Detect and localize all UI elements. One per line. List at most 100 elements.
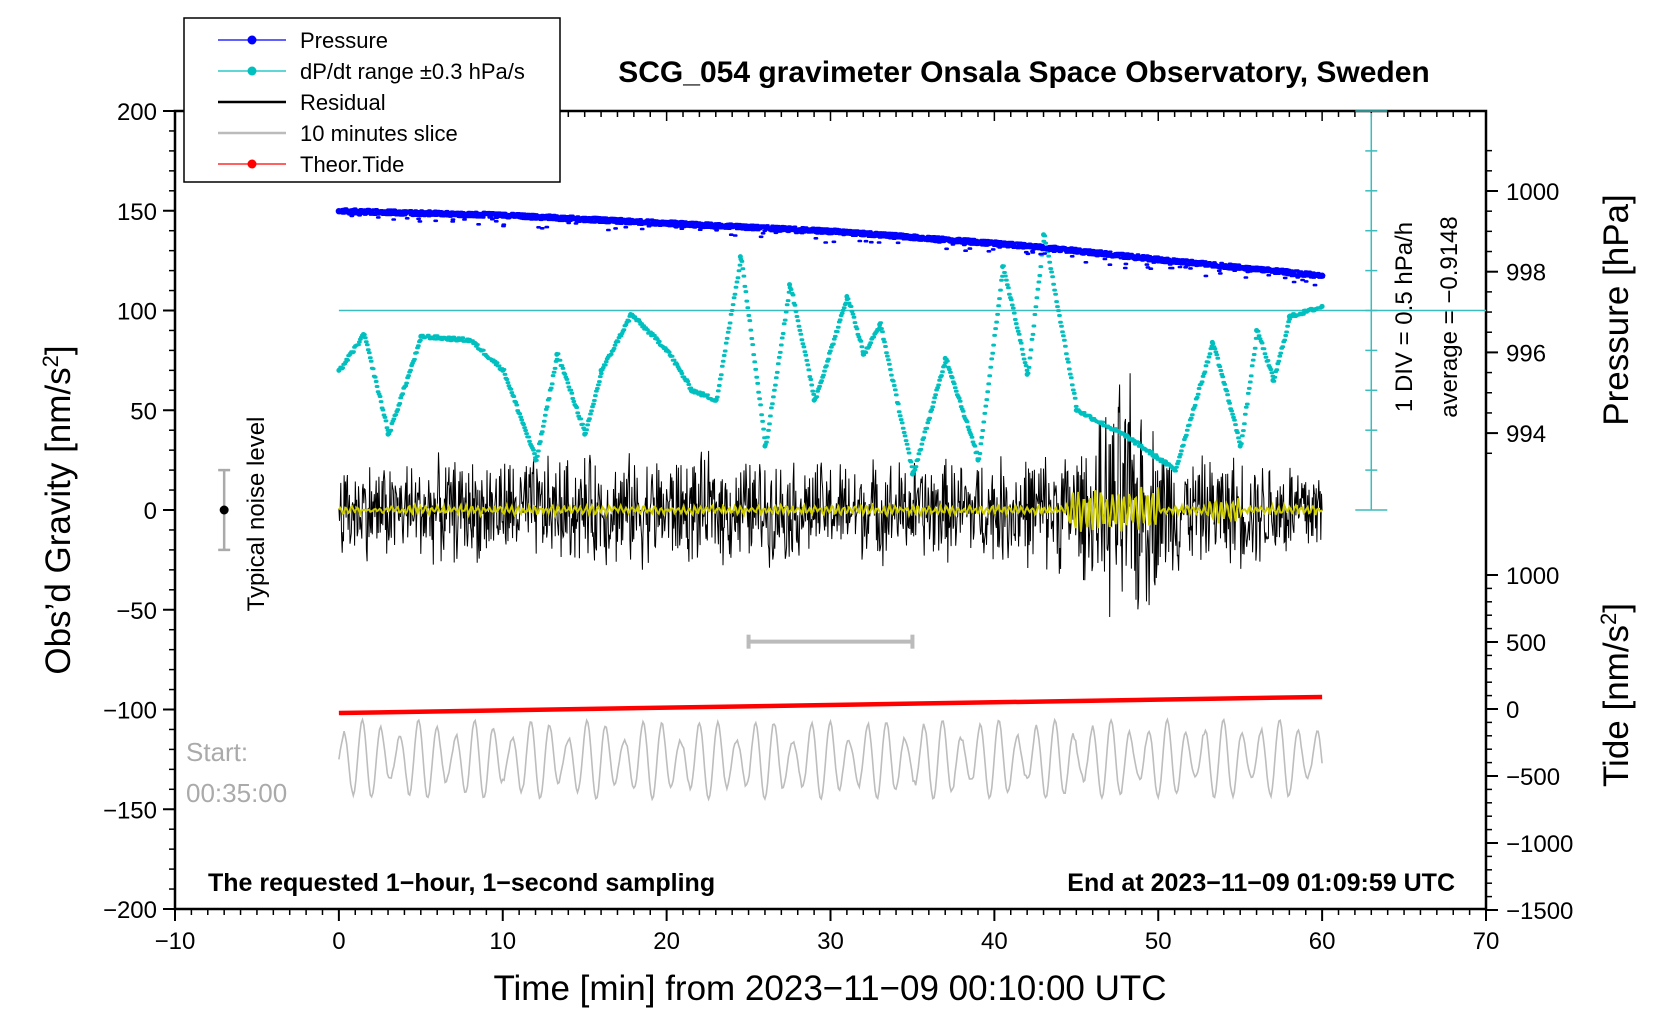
legend: Pressure dP/dt range ±0.3 hPa/s Residual 10… <box>183 17 561 183</box>
smoothed-residual-line <box>338 486 1323 532</box>
pressure-tick-label: 994 <box>1506 421 1546 448</box>
start-time: 00:35:00 <box>186 778 287 808</box>
dpdt-point <box>500 367 506 373</box>
legend-swatch-marker <box>247 66 257 76</box>
chart-title: SCG_054 gravimeter Onsala Space Observat… <box>618 56 1430 89</box>
start-label: Start: <box>186 737 248 767</box>
pressure-tick-label: 1000 <box>1506 179 1559 206</box>
pressure-point <box>1155 256 1162 263</box>
dpdt-point <box>688 387 694 393</box>
dpdt-point <box>1172 467 1178 473</box>
pressure-point <box>745 224 752 231</box>
tide-tick-label: 500 <box>1506 630 1546 657</box>
x-tick-label: 50 <box>1145 928 1172 955</box>
legend-swatch-marker <box>247 159 257 169</box>
ten-minute-slice-series <box>338 717 1323 802</box>
legend-box <box>183 17 561 183</box>
y-tick-label: 200 <box>117 99 157 126</box>
legend-label: Pressure <box>300 28 388 53</box>
dpdt-point <box>844 294 850 300</box>
dpdt-point <box>1209 339 1215 345</box>
x-axis-title: Time [min] from 2023−11−09 00:10:00 UTC <box>493 969 1166 1008</box>
dpdt-point <box>762 443 768 449</box>
dpdt-point <box>909 471 915 477</box>
pressure-tick-label: 996 <box>1506 340 1546 367</box>
pressure-point <box>909 234 916 241</box>
x-tick-label: 40 <box>981 928 1008 955</box>
end-time-note: End at 2023−11−09 01:09:59 UTC <box>1067 869 1455 897</box>
dpdt-point <box>385 431 391 437</box>
dpdt-point <box>533 457 539 463</box>
y-tick-label: 0 <box>144 498 157 525</box>
tide-axis-title: Tide [nm/s2] <box>1596 603 1637 787</box>
pressure-point <box>1236 264 1244 271</box>
dpdt-point <box>418 333 424 339</box>
dpdt-point <box>1041 232 1047 238</box>
tide-tick-label: −1000 <box>1506 831 1573 858</box>
y-tick-label: 100 <box>117 299 157 326</box>
tide-axis-ticks: 1000 500 0 −500 −1000 −1500 <box>1486 563 1573 925</box>
dpdt-series <box>336 232 1325 477</box>
dpdt-point <box>582 431 588 437</box>
pressure-tick-label: 998 <box>1506 260 1546 287</box>
dpdt-point <box>336 367 342 373</box>
pressure-point <box>581 216 588 223</box>
dpdt-point <box>1024 371 1030 377</box>
dpdt-point <box>1073 407 1079 413</box>
y-tick-label: −100 <box>103 698 157 725</box>
noise-center-point <box>219 505 229 515</box>
tide-tick-label: −500 <box>1506 764 1560 791</box>
pressure-point <box>417 209 425 217</box>
y-tick-label: −150 <box>103 797 157 824</box>
y-tick-label: −200 <box>103 897 157 924</box>
x-tick-label: 30 <box>817 928 844 955</box>
dpdt-division-scale <box>1355 110 1388 511</box>
dpdt-point <box>360 331 366 337</box>
residual-line <box>338 373 1323 618</box>
pressure-axis-title: Pressure [hPa] <box>1597 194 1636 426</box>
dpdt-point <box>1319 304 1325 310</box>
tide-tick-label: 1000 <box>1506 563 1559 590</box>
smoothed-residual-series <box>338 486 1323 532</box>
legend-label: Residual <box>300 90 386 115</box>
dpdt-point <box>1237 443 1243 449</box>
legend-label: 10 minutes slice <box>300 121 458 146</box>
residual-series <box>338 373 1323 618</box>
dpdt-point <box>942 355 948 361</box>
dpdt-point <box>1122 433 1128 439</box>
dpdt-point <box>664 347 670 353</box>
dpdt-point <box>975 457 981 463</box>
dpdt-point <box>1000 264 1006 270</box>
sampling-note: The requested 1−hour, 1−second sampling <box>208 869 715 897</box>
tide-tick-label: −1500 <box>1506 898 1573 925</box>
dpdt-point <box>1254 327 1260 333</box>
slice-range-marker <box>746 634 915 649</box>
x-tick-label: −10 <box>155 928 196 955</box>
dpdt-point <box>737 254 743 260</box>
pressure-point <box>335 207 343 215</box>
dpdt-point <box>713 397 719 403</box>
x-tick-label: 70 <box>1473 928 1500 955</box>
x-tick-label: 10 <box>489 928 516 955</box>
dpdt-point <box>860 351 866 357</box>
dpdt-point <box>877 321 883 327</box>
pressure-series <box>335 207 1326 287</box>
tide-tick-label: 0 <box>1506 697 1519 724</box>
y-tick-label: 50 <box>130 398 157 425</box>
dpdt-dots <box>337 234 1325 474</box>
dpdt-point <box>467 337 473 343</box>
dpdt-point <box>628 311 634 317</box>
pressure-dots <box>337 207 1326 287</box>
y-axis-title-left: Obs’d Gravity [nm/s2] <box>38 345 79 674</box>
pressure-point <box>1318 272 1326 279</box>
pressure-point <box>1073 247 1080 255</box>
legend-label: Theor.Tide <box>300 152 404 177</box>
noise-level-indicator <box>218 468 231 552</box>
pressure-point <box>499 212 506 219</box>
theoretical-tide-line <box>338 694 1323 716</box>
dpdt-point <box>598 367 604 373</box>
dpdt-point <box>554 351 560 357</box>
x-tick-label: 60 <box>1309 928 1336 955</box>
div-label: 1 DIV = 0.5 hPa/h <box>1391 222 1418 412</box>
